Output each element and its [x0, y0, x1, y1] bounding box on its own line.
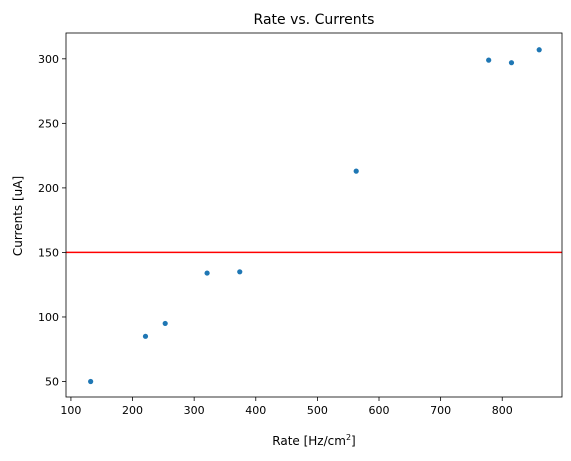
y-tick-label: 250	[38, 117, 59, 130]
data-point	[536, 47, 542, 53]
y-tick-label: 50	[45, 376, 59, 389]
x-tick-label: 500	[307, 404, 328, 417]
x-tick-label: 400	[245, 404, 266, 417]
data-point	[508, 60, 515, 66]
y-tick-label: 300	[38, 53, 59, 66]
data-point	[204, 270, 210, 276]
y-tick-label: 100	[38, 311, 59, 324]
x-tick-label: 200	[122, 404, 143, 417]
x-tick-label: 300	[184, 404, 205, 417]
x-tick-label: 800	[492, 404, 513, 417]
data-point	[142, 333, 149, 339]
axes-frame	[65, 32, 563, 398]
data-point	[162, 320, 168, 327]
data-point	[88, 378, 94, 385]
x-axis-label-superscript: 2	[346, 433, 351, 442]
data-point	[486, 57, 492, 63]
chart-title: Rate vs. Currents	[254, 12, 375, 28]
data-point	[237, 269, 243, 275]
data-point	[353, 168, 359, 174]
y-axis-label: Currents [uA]	[11, 176, 25, 256]
x-axis-label-text: Rate [Hz/cm	[272, 434, 346, 448]
y-tick-label: 200	[38, 182, 59, 195]
x-axis-label-suffix: ]	[351, 434, 356, 448]
plot-area: 100 200 300 400 500 600 700 800 50 100 150 200 250 30…	[38, 32, 563, 417]
x-axis-label: Rate [Hz/cm2]	[272, 433, 355, 448]
x-tick-label: 100	[60, 404, 81, 417]
x-tick-label: 700	[430, 404, 451, 417]
y-tick-label: 150	[38, 246, 59, 259]
x-tick-label: 600	[369, 404, 390, 417]
